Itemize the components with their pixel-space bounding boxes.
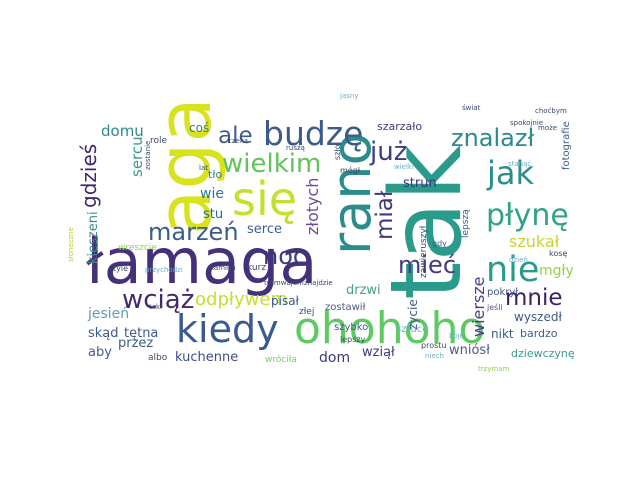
word-zycie: życie <box>406 299 420 330</box>
word-dziewczyne: dziewczynę <box>511 347 575 360</box>
word-spokojnie: spokojnie <box>510 119 543 127</box>
word-zostawil: zostawił <box>325 302 366 313</box>
word-wielkim: wielkim <box>222 149 321 179</box>
word-szarzalo: szarzało <box>377 120 422 133</box>
word-szybko: szybko <box>334 322 368 333</box>
word-zawieruszyl: zawieruszył <box>419 225 429 278</box>
word-drzwi: drzwi <box>346 283 381 298</box>
word-moze: może <box>538 124 557 132</box>
word-gdzies: gdzieś <box>77 144 101 208</box>
word-znajdzie: znajdzie <box>304 279 333 287</box>
word-sloneczne: słoneczne <box>67 227 75 262</box>
word-kurz: kurz <box>247 263 266 273</box>
word-tyle: tyle <box>113 264 128 273</box>
word-nie: nie <box>486 250 539 290</box>
word-przychodzi: przychodzi <box>145 266 183 274</box>
word-szukal: szukał <box>509 232 560 251</box>
word-zlej: złej <box>299 307 314 317</box>
word-chocbym: choćbym <box>535 107 567 115</box>
word-serce: serce <box>247 222 282 237</box>
word-kose: kosę <box>549 249 567 258</box>
word-role: role <box>150 136 168 146</box>
word-aga: aga <box>142 97 228 235</box>
word-mial: miał <box>372 190 398 240</box>
word-skad: skąd <box>88 326 119 341</box>
word-tetna: tętna <box>124 326 158 341</box>
word-kamien: kamień <box>210 264 236 272</box>
word-pisal: pisał <box>271 294 300 308</box>
word-wrocila: wróciła <box>265 354 297 365</box>
word-wie: wie <box>200 186 224 202</box>
word-gdy: gdy <box>432 239 447 248</box>
word-wielki: wielki <box>394 163 414 171</box>
word-stanac: stanąć <box>508 160 531 168</box>
word-fotografie: fotografie <box>561 121 572 170</box>
word-miec: mieć <box>398 251 456 279</box>
word-cos: coś <box>189 121 209 135</box>
word-boje: boje <box>449 332 464 340</box>
word-kiedy: kiedy <box>176 307 279 351</box>
word-niech: niech <box>425 352 444 360</box>
word-wreszcie: wreszcie <box>118 243 157 253</box>
word-aby: aby <box>88 345 112 360</box>
word-bardzo: bardzo <box>520 327 558 340</box>
word-znalazl: znalazł <box>451 124 534 152</box>
word-lepszy: lepszy <box>340 335 366 344</box>
word-wyszedl: wyszedł <box>514 310 562 324</box>
word-tramwajem: tramwajem <box>264 279 304 287</box>
word-lepsza: lepszą <box>461 209 471 238</box>
word-odplywem: odpływem <box>195 289 288 310</box>
word-dzien: dzień <box>509 256 528 264</box>
word-juz: już <box>369 137 407 167</box>
word-wniosl: wniósł <box>449 343 490 358</box>
word-dom: dom <box>319 350 350 366</box>
word-tlo: tło <box>208 168 222 181</box>
word-prostu: prostu <box>421 341 446 350</box>
word-sercu: sercu <box>128 136 146 177</box>
word-taki: taki <box>149 303 162 311</box>
word-lat: lat <box>199 164 208 172</box>
word-mogl: mógł <box>340 165 361 175</box>
word-czeka: czeka <box>228 137 248 145</box>
word-kieszeni: kieszeni <box>86 211 101 264</box>
word-rusza: ruszą <box>286 144 305 152</box>
word-szlo: szło <box>333 144 342 160</box>
word-mgly: mgły <box>539 263 574 279</box>
word-rano: rano <box>320 132 383 255</box>
word-jesien: jesień <box>87 306 129 322</box>
word-wciaz: wciąż <box>122 285 194 315</box>
word-trzymam: trzymam <box>478 365 510 373</box>
word-noc: noc <box>263 242 306 270</box>
word-przez: przez <box>118 336 153 351</box>
word-tak: tak <box>370 145 484 300</box>
word-zostanie: zostanie <box>144 141 152 170</box>
word-nikt: nikt <box>491 327 514 341</box>
word-mnie: mnie <box>505 285 563 311</box>
word-ohohoho: ohohoho <box>294 303 485 354</box>
word-ale: ale <box>218 123 253 149</box>
word-strun: strun <box>403 176 437 191</box>
word-budze: budzę <box>263 114 363 153</box>
word-marzen: marzeń <box>148 218 239 246</box>
word-plyne: płynę <box>486 198 569 233</box>
word-sie: się <box>232 172 297 226</box>
word-lamaga: łamaga <box>86 225 317 298</box>
word-wiersze: wiersze <box>469 276 488 337</box>
word-domu: domu <box>101 122 144 140</box>
word-pokryl: pokrył <box>487 287 518 298</box>
word-wzial: wziął <box>362 345 395 360</box>
word-sztuce: sztuce <box>396 324 428 335</box>
word-kuchenne: kuchenne <box>175 350 238 365</box>
word-jasny: jasny <box>339 92 358 100</box>
word-zlotych: złotych <box>303 178 322 235</box>
word-albo: albo <box>148 353 168 363</box>
word-swiat: świat <box>462 104 481 112</box>
word-jak: jak <box>486 154 535 192</box>
word-jesli: jeśli <box>486 302 503 312</box>
word-stu: stu <box>203 207 223 222</box>
